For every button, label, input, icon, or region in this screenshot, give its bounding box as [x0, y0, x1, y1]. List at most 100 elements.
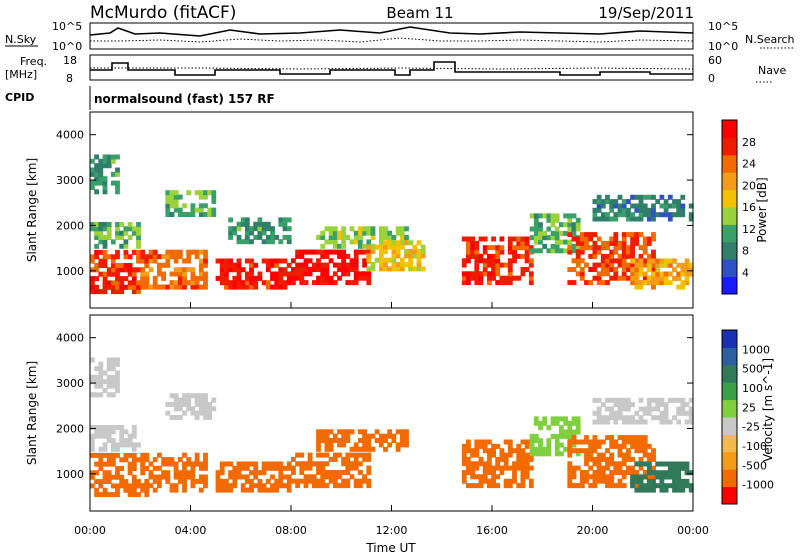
heatmap-cell — [270, 271, 275, 277]
heatmap-cell — [571, 465, 577, 471]
heatmap-cell — [659, 271, 665, 277]
heatmap-cell — [102, 239, 108, 245]
heatmap-cell — [617, 465, 623, 471]
heatmap-cell — [646, 478, 652, 484]
heatmap-cell — [676, 397, 682, 403]
heatmap-cell — [119, 433, 125, 439]
heatmap-cell — [626, 456, 631, 462]
heatmap-cell — [507, 258, 513, 264]
colorbar-swatch — [722, 347, 737, 366]
heatmap-cell — [667, 470, 673, 476]
heatmap-cell — [621, 199, 627, 205]
heatmap-cell — [98, 171, 104, 177]
colorbar-swatch — [722, 276, 737, 295]
heatmap-cell — [571, 213, 577, 219]
heatmap-cell — [270, 487, 275, 493]
heatmap-cell — [98, 235, 104, 240]
heatmap-cell — [507, 443, 513, 449]
heatmap-cell — [474, 271, 480, 277]
heatmap-cell — [236, 271, 242, 277]
heatmap-cell — [563, 230, 568, 236]
heatmap-cell — [667, 258, 673, 264]
heatmap-cell — [461, 461, 467, 467]
heatmap-cell — [236, 275, 242, 281]
heatmap-cell — [115, 154, 120, 160]
heatmap-cell — [307, 267, 313, 272]
heatmap-cell — [320, 262, 326, 268]
heatmap-cell — [236, 262, 242, 268]
heatmap-cell — [533, 230, 539, 236]
heatmap-cell — [90, 470, 95, 476]
heatmap-cell — [538, 425, 543, 431]
heatmap-cell — [495, 465, 501, 471]
heatmap-cell — [408, 257, 413, 263]
heatmap-cell — [198, 487, 204, 493]
heatmap-cell — [169, 483, 175, 489]
heatmap-cell — [244, 487, 250, 493]
heatmap-cell — [596, 419, 602, 425]
heatmap-cell — [646, 275, 652, 281]
heatmap-cell — [198, 410, 204, 416]
heatmap-cell — [270, 461, 275, 467]
heatmap-cell — [90, 167, 95, 173]
heatmap-cell — [186, 461, 192, 467]
heatmap-cell — [106, 230, 112, 236]
heatmap-cell — [173, 474, 179, 480]
heatmap-cell — [341, 456, 346, 462]
heatmap-cell — [613, 443, 619, 449]
heatmap-cell — [491, 267, 496, 272]
heatmap-cell — [232, 478, 238, 484]
heatmap-cell — [328, 442, 334, 448]
heatmap-cell — [249, 470, 254, 476]
heatmap-cell — [404, 262, 409, 268]
heatmap-cell — [265, 461, 271, 467]
heatmap-cell — [182, 483, 187, 489]
heatmap-cell — [303, 258, 309, 264]
heatmap-cell — [646, 397, 652, 403]
heatmap-cell — [332, 243, 338, 249]
heatmap-cell — [630, 236, 635, 242]
heatmap-cell — [127, 254, 133, 260]
heatmap-cell — [261, 280, 267, 286]
colorbar-tick-label: 16 — [742, 201, 756, 214]
heatmap-cell — [642, 236, 648, 242]
heatmap-cell — [295, 461, 300, 467]
heatmap-cell — [295, 452, 300, 458]
heatmap-cell — [341, 230, 346, 236]
heatmap-cell — [131, 461, 137, 467]
heatmap-cell — [680, 280, 686, 286]
nsky-label: N.Sky — [5, 33, 37, 46]
heatmap-cell — [617, 203, 623, 209]
heatmap-cell — [349, 267, 355, 272]
heatmap-cell — [182, 280, 187, 286]
heatmap-cell — [482, 478, 488, 484]
heatmap-cell — [303, 267, 309, 272]
heatmap-cell — [286, 234, 292, 240]
heatmap-cell — [571, 474, 577, 480]
heatmap-cell — [282, 267, 288, 273]
heatmap-cell — [157, 254, 162, 260]
heatmap-cell — [119, 263, 125, 268]
heatmap-cell — [563, 248, 568, 254]
heatmap-cell — [646, 253, 652, 259]
heatmap-cell — [110, 452, 116, 458]
heatmap-cell — [391, 244, 397, 250]
heatmap-cell — [554, 226, 560, 232]
heatmap-cell — [399, 266, 405, 272]
heatmap-cell — [600, 267, 606, 272]
heatmap-cell — [98, 263, 104, 268]
heatmap-cell — [634, 207, 640, 213]
heatmap-cell — [588, 439, 594, 445]
heatmap-cell — [588, 236, 594, 242]
heatmap-cell — [579, 240, 585, 246]
heatmap-cell — [404, 433, 409, 439]
heatmap-cell — [588, 280, 594, 286]
heatmap-cell — [482, 443, 488, 449]
heatmap-cell — [157, 474, 162, 480]
heatmap-cell — [148, 267, 154, 273]
heatmap-cell — [98, 479, 104, 485]
heatmap-cell — [617, 275, 623, 281]
heatmap-cell — [672, 478, 677, 484]
heatmap-cell — [182, 203, 187, 209]
